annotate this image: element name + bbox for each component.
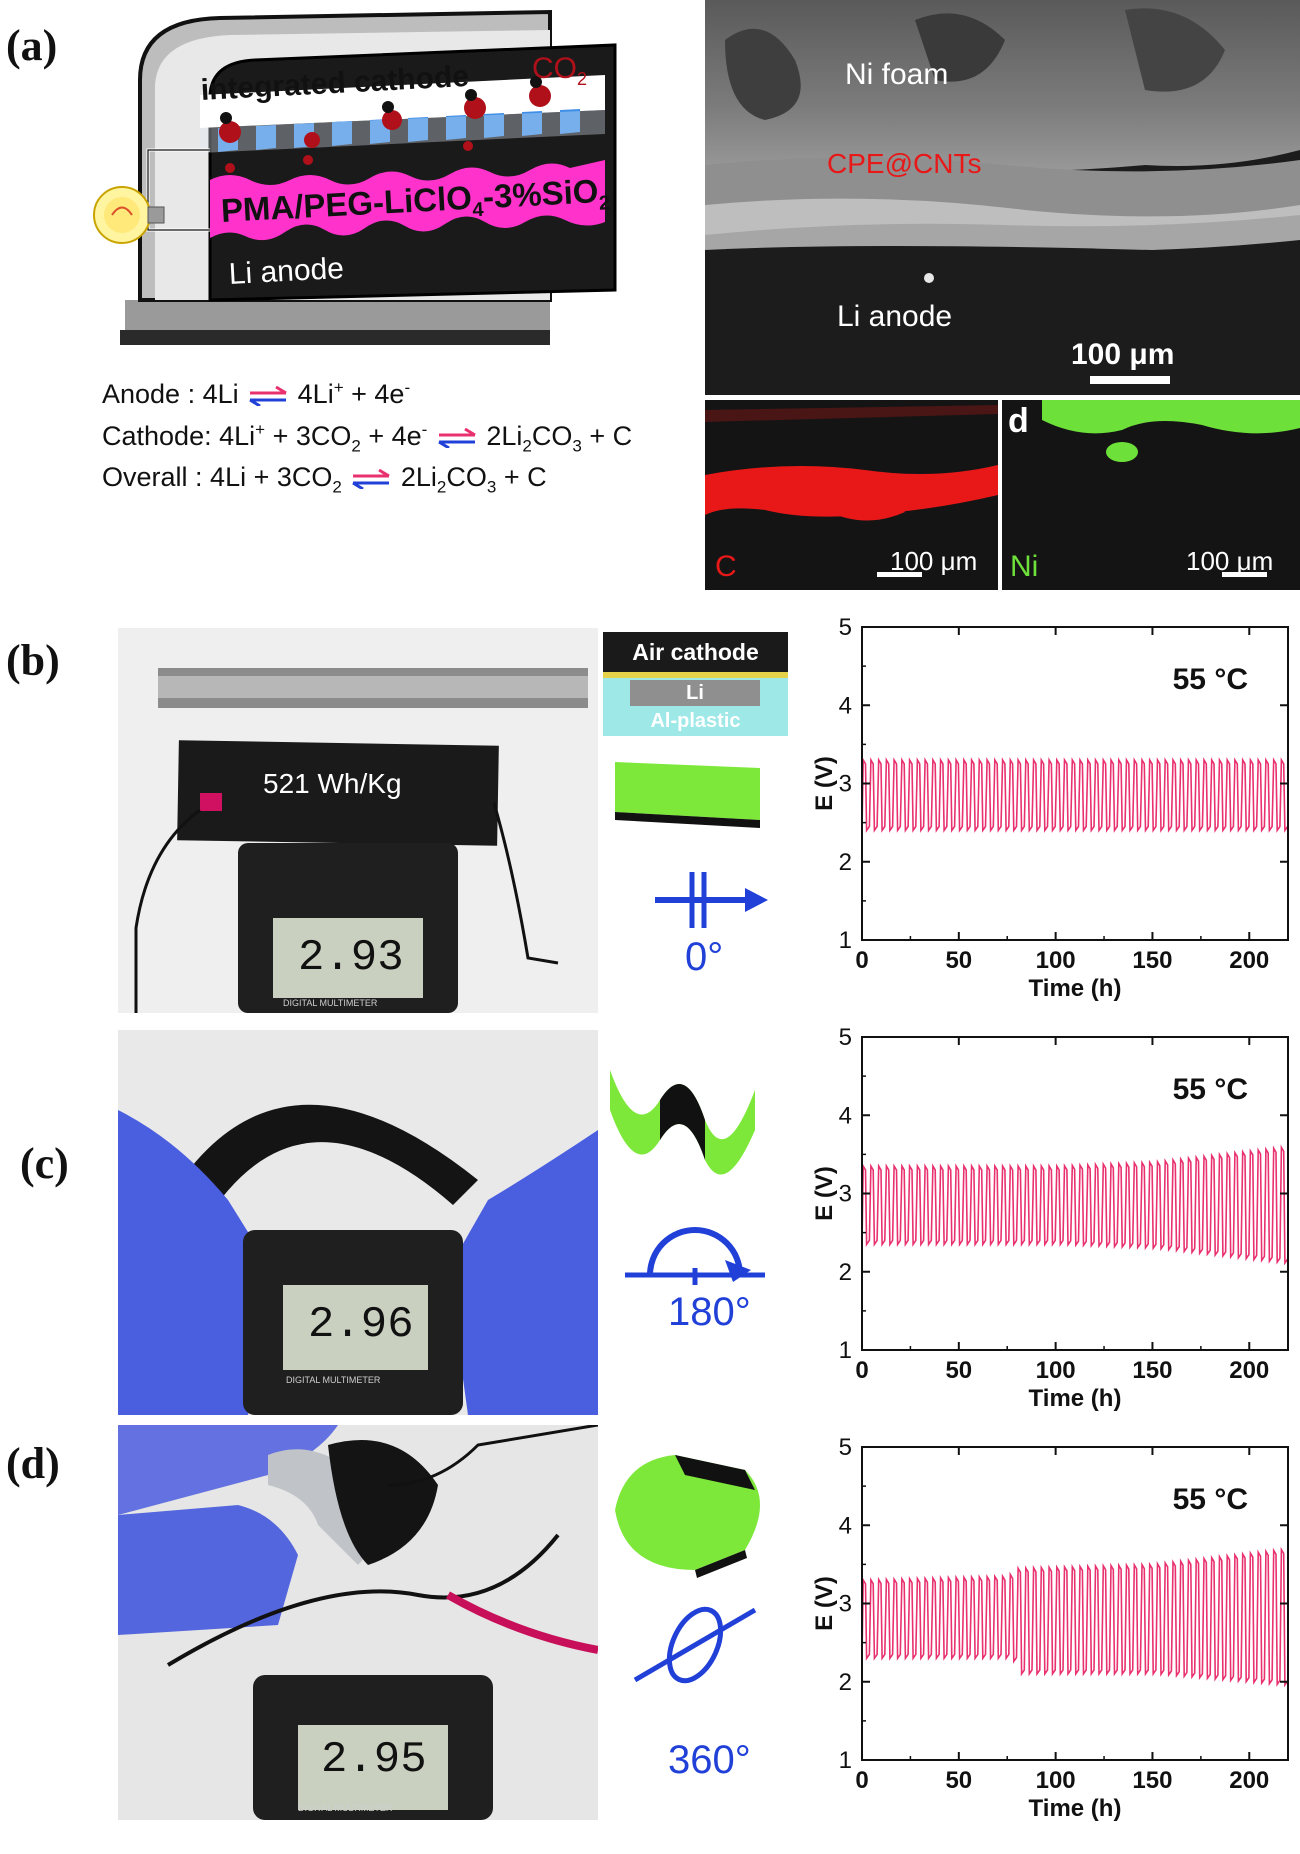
bend-180-arrow-icon — [625, 1227, 765, 1285]
y-tick-label: 3 — [839, 1181, 852, 1208]
photo-flat-battery: 521 Wh/Kg 2.93 DIGITAL MULTIMETER — [118, 628, 598, 1013]
x-tick-label: 50 — [945, 1357, 972, 1384]
x-tick-label: 50 — [945, 1767, 972, 1794]
multimeter-reading-d: 2.95 — [321, 1735, 427, 1785]
stack-al-plastic: Al-plastic — [650, 709, 741, 732]
x-tick-label: 150 — [1132, 1767, 1172, 1794]
y-tick-label: 2 — [839, 1259, 852, 1286]
eds-ni-label: Ni — [1010, 550, 1039, 583]
y-tick-label: 1 — [839, 927, 852, 954]
twist-360-icon — [633, 1606, 757, 1684]
eds-ni-scale-label: 100 μm — [1186, 546, 1274, 576]
co2-molecules — [219, 76, 551, 173]
x-tick-label: 200 — [1229, 947, 1269, 974]
y-axis-label: E (V) — [811, 1166, 838, 1221]
y-tick-label: 4 — [839, 692, 852, 719]
co2-label: CO2 — [532, 52, 588, 89]
x-tick-label: 100 — [1036, 1767, 1076, 1794]
ni-foam-label: Ni foam — [845, 58, 949, 91]
y-tick-label: 5 — [839, 615, 852, 641]
rolled-state-icons — [615, 1455, 760, 1684]
x-tick-label: 200 — [1229, 1357, 1269, 1384]
temperature-annotation: 55 °C — [1173, 663, 1248, 696]
panel-label-a: (a) — [6, 21, 58, 70]
x-tick-label: 0 — [855, 947, 868, 974]
x-axis-label: Time (h) — [1029, 975, 1122, 1002]
y-tick-label: 1 — [839, 1337, 852, 1364]
photo-rolled-battery: 2.95 DIGITAL MULTIMETER — [118, 1425, 598, 1820]
battery-schematic — [93, 9, 617, 345]
li-anode-label: Li anode — [228, 251, 345, 291]
angle-label-c: 180° — [668, 1290, 751, 1334]
reversible-arrow-icon — [438, 427, 476, 450]
eds-map-carbon: C 100 μm — [705, 400, 998, 590]
x-tick-label: 100 — [1036, 1357, 1076, 1384]
y-tick-label: 4 — [839, 1512, 852, 1539]
cycling-curve — [861, 757, 1289, 833]
sem-cross-section-image: Ni foam CPE@CNTs Li anode 100 μm — [705, 0, 1300, 395]
photo-bent-battery: 2.96 DIGITAL MULTIMETER — [118, 1030, 598, 1415]
cathode-stripes — [218, 109, 580, 152]
x-tick-label: 50 — [945, 947, 972, 974]
stack-separator — [603, 672, 788, 678]
y-tick-label: 4 — [839, 1102, 852, 1129]
x-tick-label: 0 — [855, 1357, 868, 1384]
cycling-curve — [861, 1144, 1289, 1266]
y-axis-label: E (V) — [811, 1576, 838, 1631]
bent-state-icons — [610, 1070, 765, 1285]
multimeter-caption-d: DIGITAL MULTIMETER — [298, 1803, 393, 1813]
panel-label-b: (b) — [6, 636, 60, 685]
angle-label-b: 0° — [685, 935, 724, 979]
sem-scale-bar — [1090, 376, 1170, 384]
equation-anode: Anode : 4Li 4Li+ + 4e- — [102, 378, 411, 409]
x-tick-label: 200 — [1229, 1767, 1269, 1794]
multimeter-caption-b: DIGITAL MULTIMETER — [283, 998, 378, 1008]
reversible-arrow-icon — [249, 385, 287, 408]
energy-density-label: 521 Wh/Kg — [263, 768, 402, 799]
sem-scale-label: 100 μm — [1071, 338, 1175, 371]
sem-li-anode-label: Li anode — [837, 300, 953, 333]
temperature-annotation: 55 °C — [1173, 1073, 1248, 1106]
y-tick-label: 2 — [839, 1669, 852, 1696]
temperature-annotation: 55 °C — [1173, 1483, 1248, 1516]
x-tick-label: 150 — [1132, 947, 1172, 974]
cpe-cnts-label: CPE@CNTs — [827, 148, 982, 179]
x-tick-label: 100 — [1036, 947, 1076, 974]
stack-air-cathode: Air cathode — [603, 632, 788, 672]
equation-overall: Overall : 4Li + 3CO2 2Li2CO3 + C — [102, 462, 547, 497]
x-tick-label: 150 — [1132, 1357, 1172, 1384]
reversible-arrow-icon — [352, 468, 391, 491]
multimeter-reading-c: 2.96 — [308, 1300, 414, 1350]
no-bend-arrow-icon — [655, 872, 768, 928]
cycling-curve — [861, 1546, 1289, 1688]
angle-label-d: 360° — [668, 1738, 751, 1782]
multimeter-reading-b: 2.93 — [298, 933, 404, 983]
panel-label-d: (d) — [6, 1439, 60, 1488]
y-tick-label: 3 — [839, 771, 852, 798]
y-tick-label: 5 — [839, 1435, 852, 1461]
equation-cathode: Cathode: 4Li+ + 3CO2 + 4e- 2Li2CO3 + C — [102, 420, 633, 456]
y-tick-label: 2 — [839, 849, 852, 876]
eds-d-tag: d — [1008, 402, 1029, 440]
x-tick-label: 0 — [855, 1767, 868, 1794]
y-axis-label: E (V) — [811, 756, 838, 811]
eds-map-nickel: d Ni 100 μm — [1002, 400, 1300, 590]
y-tick-label: 1 — [839, 1747, 852, 1774]
panel-label-c: (c) — [20, 1139, 69, 1188]
y-tick-label: 3 — [839, 1591, 852, 1618]
y-tick-label: 5 — [839, 1025, 852, 1051]
x-axis-label: Time (h) — [1029, 1795, 1122, 1822]
stack-li: Li — [630, 680, 760, 706]
flat-state-icons — [615, 762, 768, 928]
x-axis-label: Time (h) — [1029, 1385, 1122, 1412]
multimeter-caption-c: DIGITAL MULTIMETER — [286, 1375, 381, 1385]
eds-c-scale-label: 100 μm — [890, 546, 978, 576]
eds-c-label: C — [715, 550, 737, 583]
